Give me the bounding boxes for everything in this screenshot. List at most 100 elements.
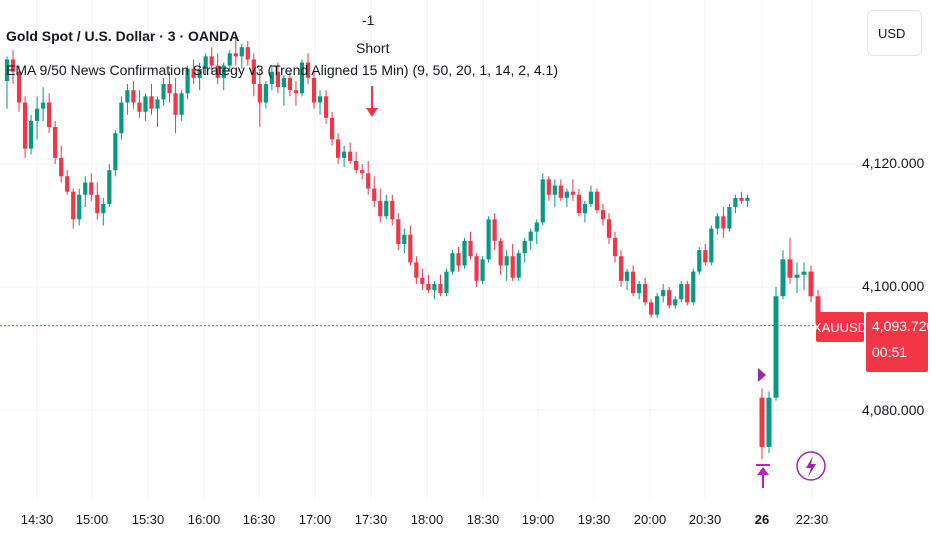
candle-body [197, 68, 202, 78]
candle-body [564, 191, 569, 198]
candle-body [179, 93, 184, 115]
x-tick-label: 18:30 [466, 512, 500, 527]
candle-body [191, 68, 196, 78]
x-tick-label: 19:00 [521, 512, 555, 527]
strategy-label[interactable]: EMA 9/50 News Confirmation Strategy v3 (… [6, 62, 558, 78]
candle-body [637, 283, 642, 294]
candle-body [540, 179, 545, 223]
candle-body [269, 71, 274, 85]
candle-body [22, 102, 28, 149]
candle-body [317, 96, 323, 103]
candle-body [396, 219, 401, 244]
candle-body [366, 173, 371, 189]
candle-body [342, 151, 347, 158]
candle-body [618, 256, 624, 281]
candle-body [667, 290, 672, 306]
candle-body [119, 102, 124, 134]
candle-body [787, 259, 793, 278]
candle-body [709, 228, 714, 263]
currency-button[interactable]: USD [867, 10, 922, 56]
candle-body [576, 194, 581, 214]
candle-body [390, 200, 395, 220]
y-tick-label: 4,120.000 [862, 155, 925, 171]
candle-body [624, 271, 630, 281]
x-tick-label: 19:30 [577, 512, 611, 527]
candle-body [480, 259, 485, 281]
candle-body [546, 179, 551, 195]
candle-body [766, 397, 772, 447]
candle-body [125, 90, 130, 103]
candle-body [691, 271, 696, 303]
candle-body [4, 59, 10, 81]
x-tick-label: 20:30 [688, 512, 722, 527]
candle-body [552, 185, 557, 195]
candle-body [305, 62, 311, 78]
candle-body [462, 240, 467, 266]
grid-lines [0, 0, 860, 500]
candle-body [815, 296, 821, 326]
candle-body [450, 253, 455, 272]
last-price-value: 4,093.720 [872, 318, 932, 334]
candle-body [137, 102, 142, 112]
candle-body [167, 84, 172, 94]
candle-body [414, 262, 419, 278]
x-tick-label: 16:00 [187, 512, 221, 527]
candle-body [600, 210, 606, 220]
candle-body [661, 290, 666, 297]
candle-body [28, 120, 34, 149]
candle-body [203, 56, 208, 69]
candle-body [588, 191, 594, 204]
candle-body [10, 59, 16, 72]
candle-body [65, 176, 70, 192]
candle-body [348, 151, 353, 161]
candle-body [655, 296, 660, 315]
candle-body [311, 77, 317, 103]
candle-body [59, 157, 64, 177]
candle-body [354, 160, 359, 171]
candle-body [35, 108, 40, 121]
symbol-tag: XAUUSD [813, 312, 867, 342]
candle-body [420, 277, 425, 284]
candle-body [83, 182, 88, 195]
x-tick-label: 22:30 [795, 512, 829, 527]
candle-body [95, 194, 100, 214]
candlesticks [4, 37, 821, 460]
candle-body [673, 299, 678, 306]
y-tick-label: 4,100.000 [862, 278, 925, 294]
candle-body [173, 93, 178, 115]
x-tick-label: 20:00 [633, 512, 667, 527]
long-arrow-head [757, 467, 769, 475]
candle-body [558, 185, 563, 198]
candle-body [143, 96, 148, 112]
candle-body [456, 253, 461, 266]
candle-body [570, 191, 575, 195]
candle-body [185, 68, 190, 94]
candle-body [492, 219, 497, 241]
candle-body [759, 397, 765, 447]
candle-body [336, 139, 341, 158]
candle-body [53, 127, 58, 158]
candle-body [426, 283, 431, 291]
candle-body [77, 194, 82, 220]
candle-body [516, 253, 521, 278]
candle-body [227, 53, 232, 66]
candle-body [101, 203, 106, 214]
candle-body [209, 56, 214, 66]
candle-body [215, 65, 220, 78]
candle-body [293, 90, 299, 94]
candle-body [41, 102, 46, 109]
candle-body [697, 250, 702, 272]
x-tick-label: 18:00 [410, 512, 444, 527]
candle-body [498, 240, 503, 266]
candle-body [323, 96, 329, 118]
candle-body [275, 71, 280, 88]
x-tick-label: 17:00 [298, 512, 332, 527]
chart-title: Gold Spot / U.S. Dollar · 3 · OANDA [6, 28, 240, 44]
candle-body [239, 47, 244, 57]
candle-body [263, 84, 268, 103]
candle-body [612, 237, 618, 257]
candle-body [468, 240, 473, 257]
candle-body [107, 170, 112, 204]
candle-body [438, 283, 443, 294]
